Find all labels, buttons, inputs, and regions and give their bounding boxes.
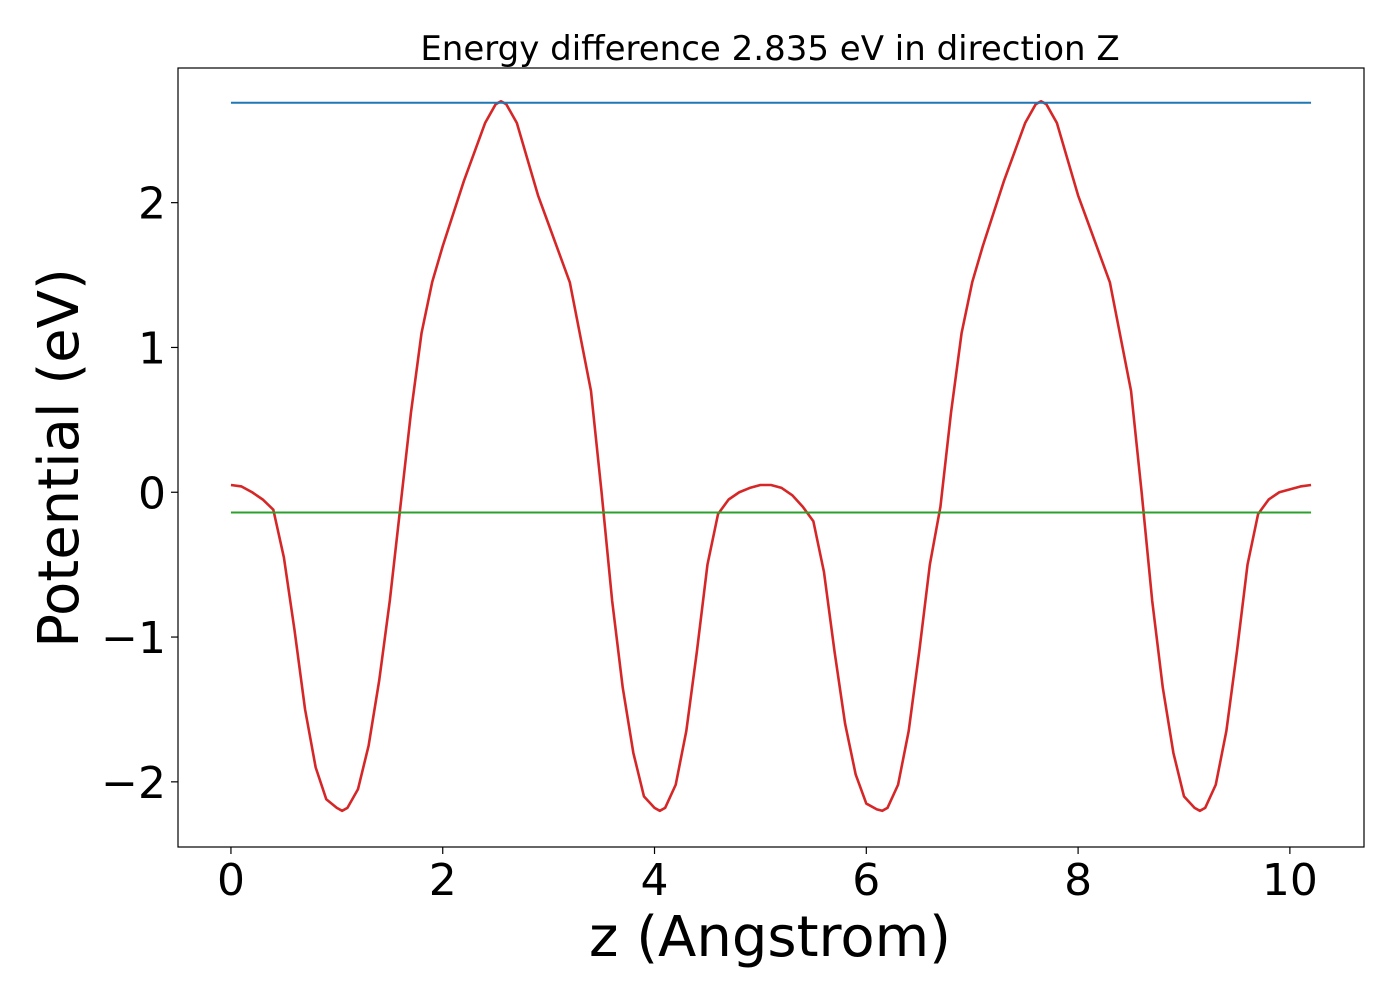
y-tick-label: −2 [101, 758, 166, 809]
x-tick-label: 0 [217, 855, 245, 906]
y-tick-label: 1 [138, 323, 166, 374]
x-tick-label: 8 [1064, 855, 1092, 906]
y-tick-label: 2 [138, 179, 166, 230]
y-tick-label: 0 [138, 468, 166, 519]
potential-line [230, 100, 1312, 813]
x-axis-label: z (Angstrom) [589, 905, 951, 970]
x-tick-label: 10 [1262, 855, 1318, 906]
chart-title: Energy difference 2.835 eV in direction … [420, 29, 1119, 69]
y-axis: −2 −1 0 1 2 [101, 179, 178, 809]
series-layer [230, 100, 1312, 813]
x-tick-label: 2 [429, 855, 457, 906]
plot-frame [177, 67, 1365, 848]
x-tick-label: 4 [641, 855, 669, 906]
y-tick-label: −1 [101, 613, 166, 664]
y-axis-label: Potential (eV) [27, 268, 92, 648]
x-tick-label: 6 [852, 855, 880, 906]
x-axis: 0 2 4 6 8 10 [217, 847, 1318, 906]
